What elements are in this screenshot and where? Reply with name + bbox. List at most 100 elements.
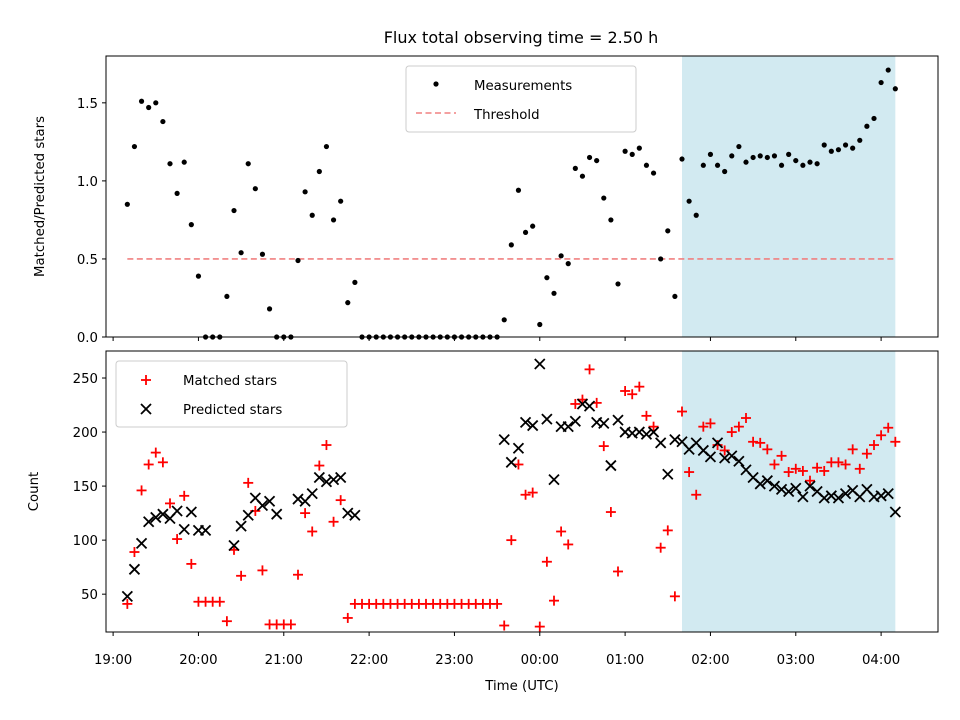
predicted-star-point <box>313 471 325 484</box>
count-y-axis: 50 100 150 200 250 <box>73 372 106 603</box>
matched-star-point <box>513 459 524 470</box>
measurement-point <box>167 161 173 167</box>
ratio-x-ticks <box>112 337 882 341</box>
predicted-star-point <box>349 509 361 521</box>
matched-star-point <box>719 445 730 456</box>
predicted-star-point <box>335 471 347 484</box>
x-tick-label: 04:00 <box>862 653 900 668</box>
measurement-point <box>252 186 258 192</box>
matched-star-point <box>335 495 346 506</box>
measurement-point <box>650 170 657 176</box>
measurement-point <box>828 148 834 154</box>
matched-star-point <box>598 441 609 452</box>
measurement-point <box>259 251 266 257</box>
measurement-point <box>821 142 827 148</box>
matched-star-point <box>769 459 780 470</box>
measurement-point <box>800 162 806 168</box>
matched-star-point <box>499 620 510 631</box>
x-tick-label: 01:00 <box>606 653 644 668</box>
matched-star-point <box>797 465 808 476</box>
matched-star-point <box>492 598 503 609</box>
measurement-point <box>679 156 685 162</box>
measurement-point <box>778 162 785 168</box>
measurement-point <box>231 207 237 214</box>
chart-title: Flux total observing time = 2.50 h <box>384 28 659 47</box>
matched-star-point <box>534 621 545 632</box>
predicted-star-point <box>719 452 731 464</box>
predicted-star-point <box>185 506 197 518</box>
x-tick-label: 23:00 <box>435 653 473 668</box>
matched-star-point <box>520 489 531 500</box>
predicted-star-point <box>121 590 133 602</box>
count-x-axis: 19:00 20:00 21:00 22:00 23:00 00:00 01:00 02:00… <box>94 632 900 668</box>
ratio-legend: Measurements Threshold <box>405 65 637 133</box>
matched-star-point <box>669 591 680 602</box>
predicted-star-point <box>242 509 254 521</box>
matched-star-point <box>698 421 709 432</box>
measurement-point <box>302 189 308 195</box>
predicted-star-point <box>519 416 532 428</box>
predicted-star-point <box>633 426 645 438</box>
predicted-star-point <box>143 516 155 528</box>
predicted-star-point <box>832 492 845 504</box>
measurement-point <box>594 157 600 164</box>
matched-star-point <box>307 526 318 537</box>
y-tick-label: 150 <box>73 480 98 495</box>
predicted-star-point <box>704 451 717 463</box>
measurement-point <box>700 162 706 168</box>
matched-star-point <box>527 487 538 498</box>
measurement-point <box>885 67 891 73</box>
matched-star-point <box>733 421 744 432</box>
measurement-point <box>323 143 330 150</box>
matched-star-point <box>143 459 154 470</box>
matched-star-point <box>840 459 851 470</box>
measurement-point <box>835 147 842 153</box>
predicted-star-point <box>726 450 738 462</box>
measurement-point <box>551 290 557 296</box>
matched-star-point <box>854 463 865 474</box>
measurement-point <box>537 321 543 328</box>
matched-star-point <box>819 465 830 476</box>
measurement-point <box>672 293 678 300</box>
matched-star-point <box>883 422 894 433</box>
predicted-star-point <box>505 456 517 468</box>
predicted-star-point <box>875 490 887 502</box>
predicted-star-point <box>512 442 525 454</box>
matched-star-point <box>165 498 175 509</box>
matched-star-point <box>876 430 887 441</box>
y-tick-label: 1.5 <box>77 97 98 112</box>
x-tick-label: 03:00 <box>777 653 815 668</box>
measurement-point <box>579 173 586 179</box>
predicted-star-point <box>882 488 894 500</box>
predicted-star-point <box>135 537 148 550</box>
matched-star-point <box>556 526 567 537</box>
matched-star-point <box>549 595 559 606</box>
matched-star-point <box>776 450 787 461</box>
measurement-point <box>771 153 778 159</box>
matched-star-point <box>726 427 737 438</box>
predicted-star-point <box>733 455 745 467</box>
matched-star-point <box>677 406 687 417</box>
predicted-star-point <box>655 437 667 449</box>
matched-star-point <box>570 398 581 409</box>
predicted-star-point <box>576 398 589 410</box>
measurement-point <box>316 168 322 175</box>
measurement-point <box>693 212 699 218</box>
matched-star-point <box>300 508 311 519</box>
measurement-point <box>686 198 692 204</box>
ratio-y-axis: 0.0 0.5 1.0 1.5 <box>77 97 106 346</box>
measurement-point <box>501 317 507 323</box>
y-tick-label: 50 <box>81 588 98 603</box>
measurement-point <box>743 159 749 165</box>
measurement-point <box>508 242 514 248</box>
legend-box <box>405 65 637 133</box>
predicted-star-point <box>150 511 162 524</box>
matched-star-point <box>172 534 183 545</box>
matched-star-point <box>321 440 332 451</box>
ratio-panel: 0.0 0.5 1.0 1.5 Matched/Predicted stars Mea… <box>33 55 939 346</box>
measurement-point <box>174 190 180 196</box>
measurement-point <box>629 151 635 157</box>
predicted-star-point <box>157 508 169 520</box>
y-tick-label: 1.0 <box>77 175 98 190</box>
measurement-point <box>586 154 593 161</box>
